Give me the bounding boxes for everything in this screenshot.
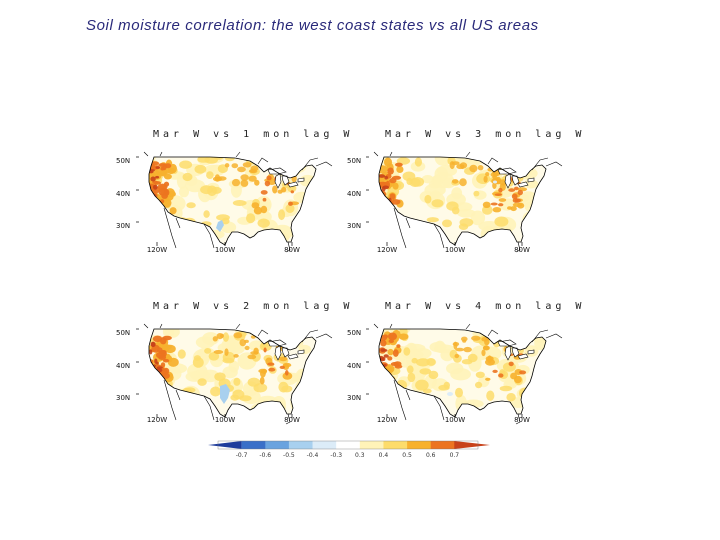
map-2-mon-lag <box>136 323 333 425</box>
map-4-mon-lag <box>366 323 563 425</box>
colorbar-segment <box>208 441 242 449</box>
lon-label-100w: 100W <box>214 416 236 424</box>
canada-border-lines <box>143 323 333 343</box>
colorbar-segment <box>383 441 408 449</box>
lon-label-80w: 80W <box>514 246 530 254</box>
lon-label-120w: 120W <box>146 416 168 424</box>
great-lake <box>527 177 535 183</box>
negative-correlation-patch <box>447 392 453 396</box>
lat-label-40n: 40N <box>116 362 131 370</box>
florida-coast <box>515 413 521 425</box>
colorbar-label: -0.3 <box>330 452 343 459</box>
colorbar-label: 0.3 <box>355 452 365 459</box>
florida-coast <box>285 413 291 425</box>
panel-title-4-mon-lag: Mar W vs 4 mon lag W <box>385 301 586 312</box>
lat-label-30n: 30N <box>116 394 131 402</box>
lon-label-120w: 120W <box>146 246 168 254</box>
lon-label-120w: 120W <box>376 416 398 424</box>
great-lake <box>274 173 282 189</box>
map-1-mon-lag <box>136 151 333 253</box>
page-title: Soil moisture correlation: the west coas… <box>86 17 539 34</box>
colorbar-segment <box>407 441 432 449</box>
lat-label-50n: 50N <box>116 157 131 165</box>
lat-label-50n: 50N <box>347 329 362 337</box>
colorbar-label: -0.4 <box>306 452 319 459</box>
colorbar-label: -0.5 <box>283 452 295 459</box>
great-lake <box>297 177 305 183</box>
lat-label-30n: 30N <box>347 394 362 402</box>
great-lake <box>274 345 282 361</box>
great-lake <box>527 349 535 355</box>
great-lake <box>504 173 512 189</box>
colorbar-label: 0.5 <box>402 452 412 459</box>
lat-label-40n: 40N <box>116 190 131 198</box>
negative-correlation-patch <box>220 384 230 404</box>
great-lake <box>504 345 512 361</box>
mexico-coastline <box>393 207 445 249</box>
map-3-mon-lag <box>366 151 563 253</box>
lon-label-80w: 80W <box>284 416 300 424</box>
us-outline <box>378 156 547 246</box>
canada-border-lines <box>143 151 333 171</box>
canada-border-lines <box>373 323 563 343</box>
colorbar <box>208 440 490 450</box>
florida-coast <box>515 241 521 253</box>
us-outline <box>148 328 317 418</box>
lon-label-100w: 100W <box>444 416 466 424</box>
colorbar-segment <box>359 441 384 449</box>
great-lake <box>517 353 529 360</box>
great-lake <box>281 347 290 358</box>
lat-label-50n: 50N <box>116 329 131 337</box>
great-lake <box>287 353 299 360</box>
mexico-coastline <box>163 379 215 421</box>
colorbar-segment <box>336 441 361 449</box>
great-lake <box>517 181 529 188</box>
colorbar-segment <box>241 441 266 449</box>
lat-label-30n: 30N <box>347 222 362 230</box>
colorbar-label: -0.7 <box>235 452 248 459</box>
colorbar-segment <box>265 441 290 449</box>
lat-label-40n: 40N <box>347 362 362 370</box>
colorbar-label: 0.4 <box>378 452 389 459</box>
lon-label-120w: 120W <box>376 246 398 254</box>
colorbar-label: 0.7 <box>449 452 460 459</box>
lat-label-40n: 40N <box>347 190 362 198</box>
panel-title-3-mon-lag: Mar W vs 3 mon lag W <box>385 129 586 140</box>
colorbar-segment <box>288 441 313 449</box>
great-lake <box>511 347 520 358</box>
florida-coast <box>285 241 291 253</box>
canada-border-lines <box>373 151 563 171</box>
colorbar-label: -0.6 <box>259 452 272 459</box>
negative-correlation-patch <box>216 220 224 232</box>
colorbar-frame <box>217 440 479 450</box>
negative-correlation-patch <box>493 180 497 184</box>
lon-label-80w: 80W <box>284 246 300 254</box>
lon-label-80w: 80W <box>514 416 530 424</box>
colorbar-segment <box>312 441 337 449</box>
great-lake <box>511 175 520 186</box>
lon-label-100w: 100W <box>214 246 236 254</box>
lon-label-100w: 100W <box>444 246 466 254</box>
great-lake <box>297 349 305 355</box>
mexico-coastline <box>163 207 215 249</box>
us-outline <box>378 328 547 418</box>
great-lake <box>281 175 290 186</box>
colorbar-label: 0.6 <box>425 452 436 459</box>
lat-label-30n: 30N <box>116 222 131 230</box>
great-lake <box>287 181 299 188</box>
lat-label-50n: 50N <box>347 157 362 165</box>
mexico-coastline <box>393 379 445 421</box>
panel-title-2-mon-lag: Mar W vs 2 mon lag W <box>153 301 354 312</box>
panel-title-1-mon-lag: Mar W vs 1 mon lag W <box>153 129 354 140</box>
colorbar-segment <box>430 441 455 449</box>
us-outline <box>148 156 317 246</box>
